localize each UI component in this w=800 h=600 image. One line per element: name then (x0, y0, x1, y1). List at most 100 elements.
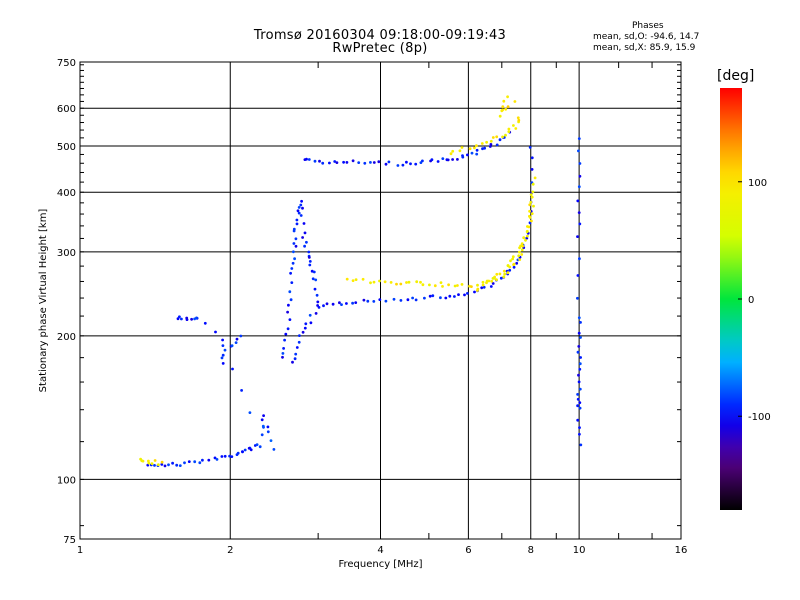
data-point (495, 143, 499, 147)
data-point (157, 463, 160, 467)
data-point (579, 443, 583, 447)
data-point (147, 461, 151, 465)
data-point (362, 298, 366, 302)
data-point (240, 389, 244, 392)
data-point (378, 279, 381, 283)
data-point (520, 242, 524, 246)
x-tick-label: 1 (77, 545, 83, 556)
data-point (378, 298, 382, 301)
data-point (357, 161, 361, 165)
data-point (230, 344, 234, 348)
data-point (490, 279, 494, 283)
data-point (460, 283, 464, 286)
data-point (284, 332, 288, 336)
data-point (147, 459, 150, 463)
data-point (345, 277, 349, 281)
data-point (511, 255, 515, 259)
data-point (481, 283, 485, 287)
data-point (294, 244, 298, 248)
data-point (299, 214, 303, 217)
data-point (261, 424, 265, 428)
data-point (377, 160, 381, 164)
y-tick-label: 750 (57, 58, 76, 69)
data-point (576, 350, 580, 354)
data-point (308, 260, 312, 263)
data-point (387, 160, 391, 164)
data-point (214, 330, 217, 334)
data-point (287, 303, 290, 307)
data-point (290, 281, 294, 284)
data-point (431, 294, 435, 298)
data-point (428, 294, 432, 298)
trace-f2-x-trace (345, 195, 534, 288)
data-point (243, 448, 247, 452)
data-point (300, 199, 303, 203)
data-point (421, 283, 425, 287)
data-point (289, 271, 292, 275)
data-point (530, 156, 534, 160)
data-point (183, 461, 186, 465)
data-point (579, 321, 582, 324)
data-point (139, 457, 143, 461)
data-point (220, 356, 224, 360)
data-point (529, 200, 533, 204)
data-point (501, 108, 504, 112)
data-point (485, 140, 488, 144)
data-point (318, 159, 321, 163)
data-point (476, 283, 479, 287)
data-point (463, 293, 466, 297)
data-point (528, 146, 532, 149)
data-point (331, 302, 335, 306)
data-point (520, 248, 524, 252)
data-point (419, 280, 422, 284)
data-point (255, 443, 259, 446)
data-point (578, 387, 582, 391)
data-point (577, 149, 580, 153)
data-point (308, 263, 312, 267)
data-point (436, 160, 440, 163)
data-point (301, 206, 304, 210)
data-point (532, 204, 535, 208)
phase-info-o: mean, sd,O: -94.6, 14.7 (593, 32, 700, 42)
data-point (433, 284, 437, 288)
data-point (576, 404, 579, 408)
data-point (456, 158, 459, 161)
data-point (522, 236, 526, 240)
phase-info-x: mean, sd,X: 85.9, 15.9 (593, 43, 696, 53)
data-point (489, 285, 493, 288)
trace-es-patch (176, 315, 243, 348)
data-point (258, 445, 262, 449)
data-point (513, 100, 517, 103)
data-point (213, 456, 217, 460)
data-point (512, 262, 516, 266)
data-point (171, 461, 175, 465)
data-point (293, 357, 297, 361)
data-point (317, 306, 321, 309)
data-point (160, 460, 164, 464)
colorbar-tick-label: -100 (748, 412, 771, 423)
data-point (444, 296, 448, 300)
plot-frame (79, 61, 682, 540)
data-point (453, 284, 457, 288)
data-point (309, 321, 313, 325)
data-point (506, 95, 509, 99)
data-point (372, 280, 376, 284)
data-point (354, 278, 358, 281)
data-point (466, 292, 469, 295)
data-point (401, 163, 405, 167)
data-point (292, 250, 295, 254)
data-point (221, 344, 225, 347)
data-point (141, 459, 145, 463)
data-point (512, 124, 515, 127)
data-point (396, 164, 400, 167)
data-point (301, 330, 305, 334)
data-point (342, 160, 345, 164)
data-point (508, 268, 512, 272)
data-point (516, 116, 520, 120)
data-point (338, 301, 341, 305)
data-point (473, 146, 476, 150)
data-point (531, 190, 535, 194)
data-point (499, 276, 503, 280)
data-point (414, 162, 418, 166)
data-point (578, 367, 582, 371)
